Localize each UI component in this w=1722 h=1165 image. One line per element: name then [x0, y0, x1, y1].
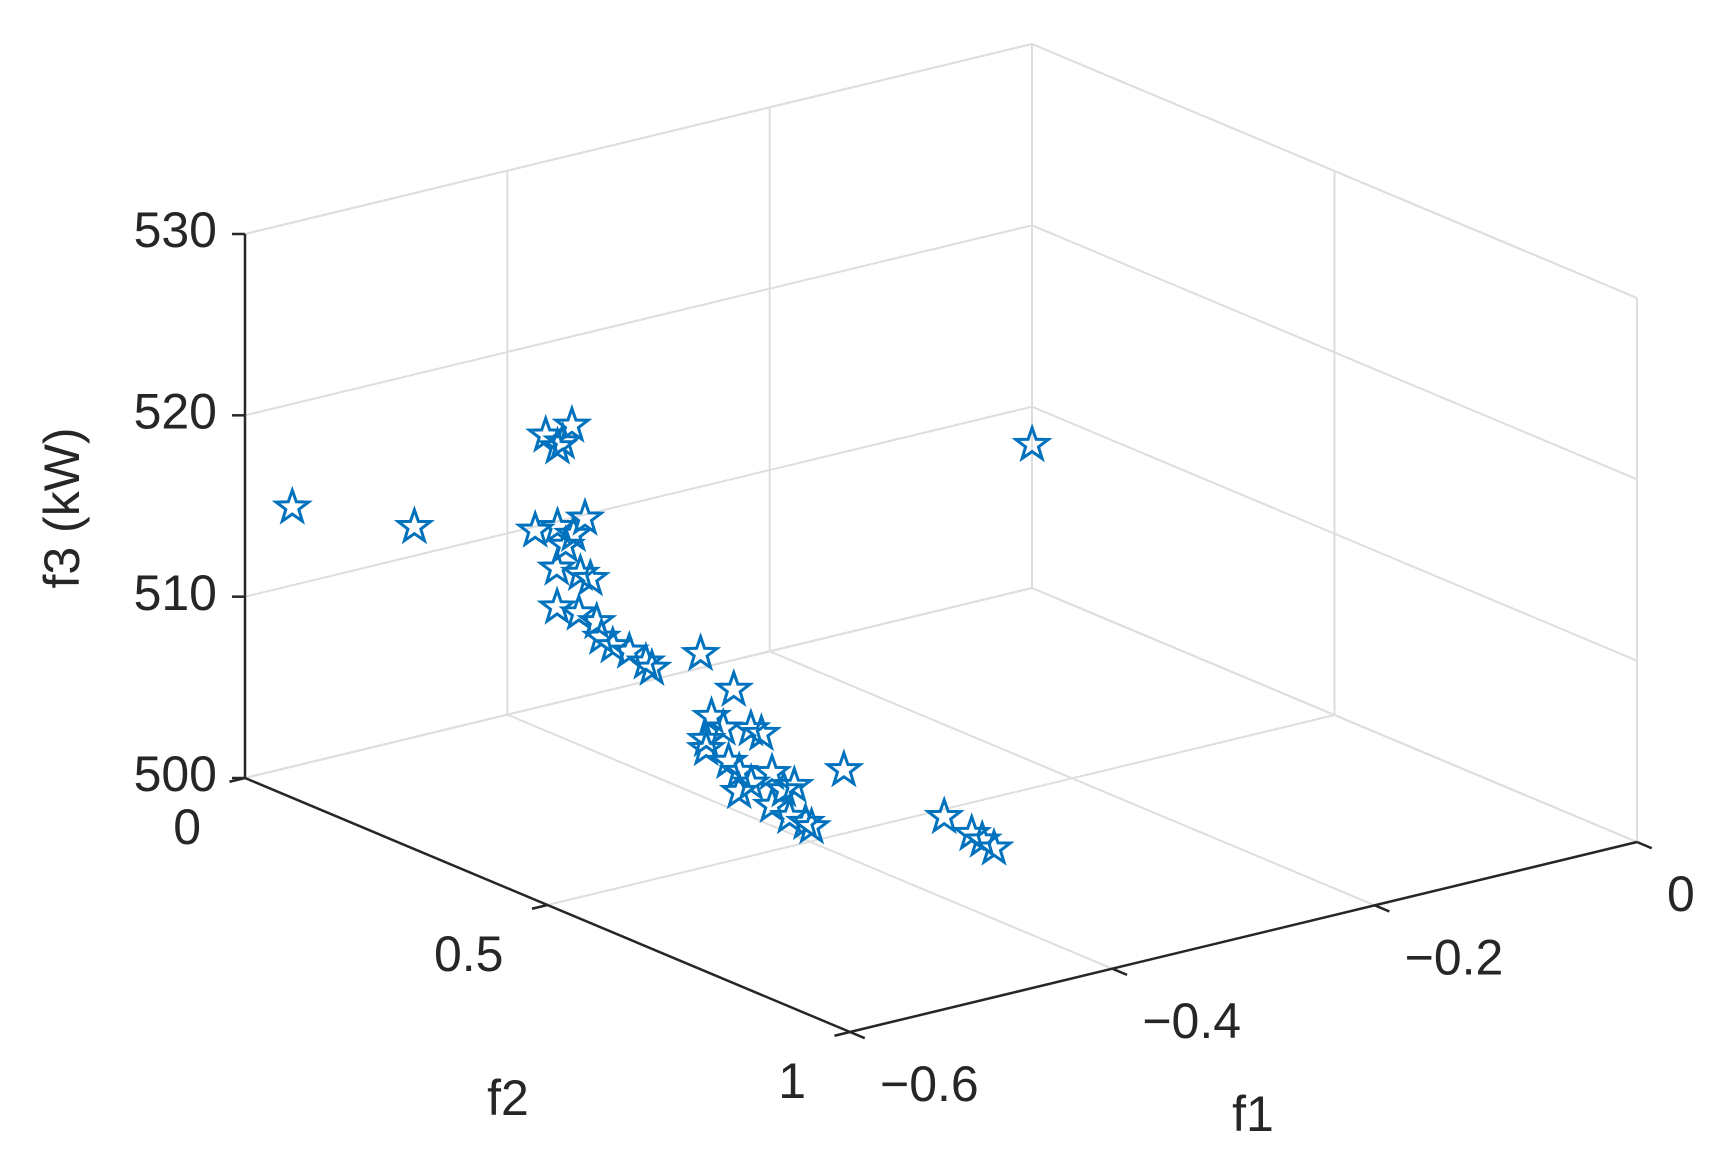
x-tick	[1111, 967, 1128, 977]
point	[702, 706, 744, 746]
point	[631, 646, 673, 687]
grid-line	[244, 224, 1033, 417]
point	[823, 748, 865, 788]
point	[685, 727, 727, 767]
x-axis-line	[849, 840, 1638, 1034]
grid-line	[1031, 405, 1638, 662]
y-tick	[531, 903, 548, 910]
z-axis-label: f3 (kW)	[34, 427, 90, 588]
grid-line	[244, 43, 1033, 235]
markers	[271, 403, 1053, 866]
point	[751, 751, 793, 791]
point	[923, 795, 965, 835]
point	[564, 496, 606, 536]
point	[536, 425, 579, 465]
grid-line	[244, 587, 1033, 779]
point	[740, 712, 782, 752]
x-tick	[849, 1030, 866, 1040]
y-axis-label: f2	[487, 1070, 529, 1126]
point	[576, 600, 618, 640]
point	[1011, 423, 1053, 463]
point	[773, 764, 815, 804]
y-tick	[229, 776, 246, 783]
point	[536, 585, 578, 625]
x-tick	[1374, 904, 1390, 913]
z-tick-label: 530	[134, 202, 217, 258]
x-axis-label: f1	[1232, 1086, 1274, 1142]
grid-line	[1031, 224, 1638, 481]
point	[536, 505, 579, 545]
point	[551, 403, 593, 443]
point	[973, 826, 1015, 866]
z-tick-label: 500	[134, 746, 217, 802]
point	[685, 718, 727, 758]
point	[718, 770, 760, 810]
point	[558, 591, 600, 631]
y-tick-label: 1	[778, 1053, 806, 1109]
point	[768, 795, 810, 835]
point	[791, 805, 833, 845]
point	[569, 557, 611, 597]
z-tick-label: 510	[134, 565, 217, 621]
x-tick-label: −0.4	[1142, 993, 1241, 1049]
y-tick-label: 0.5	[434, 926, 504, 982]
grid-line	[1031, 43, 1638, 299]
point	[271, 485, 313, 525]
x-tick-label: −0.6	[880, 1056, 979, 1112]
point	[536, 546, 578, 586]
point	[680, 632, 722, 672]
point	[751, 784, 793, 824]
x-tick	[1636, 840, 1653, 850]
x-tick-label: −0.2	[1405, 930, 1504, 986]
point	[545, 524, 587, 564]
axes: 500 510 520 530 0 0.5 1 −0.6 −0.4 −0.2 0	[134, 202, 1695, 1112]
z-tick-label: 520	[134, 384, 217, 440]
grid	[244, 43, 1638, 1033]
point	[713, 668, 755, 707]
y-tick	[834, 1030, 851, 1037]
grid-line	[244, 405, 1033, 598]
grid-line	[1031, 587, 1638, 843]
y-tick-label: 0	[173, 799, 201, 855]
point	[592, 624, 634, 664]
x-tick-label: 0	[1667, 866, 1695, 922]
point	[393, 505, 435, 545]
